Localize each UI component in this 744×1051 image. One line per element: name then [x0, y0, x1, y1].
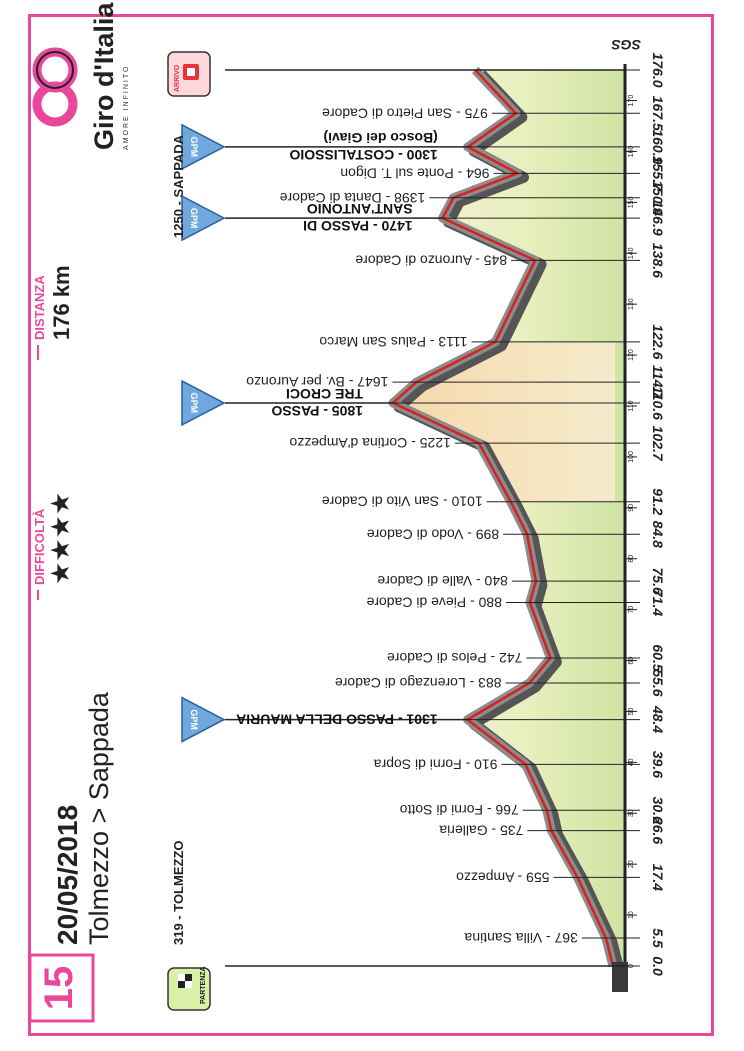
scale-tick-label: 50 — [628, 707, 635, 715]
stage-number: 15 — [37, 966, 81, 1011]
km-marker-label: 138.6 — [650, 243, 666, 278]
brand-name: Giro d'Italia — [89, 2, 119, 150]
climb-label-line1: 1470 - PASSO DI — [303, 218, 412, 234]
km-marker-label: 150.9 — [650, 180, 666, 215]
place-label: 735 - Galleria — [439, 823, 523, 839]
km-marker-label: 110.6 — [650, 386, 666, 420]
place-label: 1647 - Bv. per Auronzo — [246, 374, 388, 390]
finish-town-label: 1250 - SAPPADA — [171, 134, 186, 238]
scale-tick-label: 140 — [628, 247, 635, 259]
climb-label-line2: (Bosco dei Giavi) — [323, 130, 437, 146]
gpm-flag-icon — [181, 194, 226, 242]
km-marker-label: 146.9 — [650, 201, 666, 236]
difficulty-label: DIFFICOLTÀ — [32, 508, 47, 585]
place-label: 883 - Lorenzago di Cadore — [335, 675, 502, 691]
place-label: 1398 - Danta di Cadore — [280, 190, 426, 206]
km-marker-label: 114.7 — [650, 365, 666, 400]
place-label: 899 - Vodo di Cadore — [367, 526, 500, 542]
stage-route: Tolmezzo > Sappada — [84, 691, 114, 945]
gpm-flag-label: GPM — [189, 709, 199, 730]
giro-logo-icon — [32, 47, 78, 127]
km-marker-label: 160.9 — [650, 129, 666, 164]
scale-tick-label: 120 — [628, 349, 635, 361]
gpm-flag-icon — [181, 123, 226, 171]
sgs-watermark: SGS — [611, 37, 641, 53]
km-marker-label: 155.7 — [650, 156, 666, 192]
km-marker-label: 5.5 — [650, 928, 666, 948]
climb-label-line1: 1805 - PASSO — [271, 403, 363, 419]
distance-label: DISTANZA — [32, 275, 47, 340]
place-label: 559 - Ampezzo — [456, 869, 550, 885]
finish-badge: ARRIVO — [167, 51, 211, 97]
km-marker-label: 102.7 — [650, 426, 666, 462]
place-label: 1010 - San Vito di Cadore — [322, 494, 483, 510]
place-label: 910 - Forni di Sopra — [374, 756, 498, 772]
place-label: 840 - Valle di Cadore — [377, 573, 508, 589]
km-marker-label: 17.4 — [650, 864, 666, 891]
profile-fill — [393, 70, 625, 966]
climb-label-line2: SANT'ANTONIO — [307, 201, 413, 217]
start-town-label: 319 - TOLMEZZO — [171, 841, 186, 946]
scale-tick-label: 150 — [628, 196, 635, 208]
scale-tick-label: 10 — [628, 911, 635, 919]
start-badge-label: PARTENZA — [200, 966, 207, 1004]
scale-tick-label: 80 — [628, 555, 635, 563]
scale-tick-label: 110 — [628, 400, 635, 411]
gpm-flag-label: GPM — [189, 137, 199, 158]
place-label: 1225 - Cortina d'Ampezzo — [289, 435, 451, 451]
km-marker-label: 71.4 — [650, 589, 666, 616]
km-marker-label: 60.5 — [650, 644, 666, 671]
brand-tagline: AMORE INFINITO — [123, 65, 130, 150]
profile-line — [391, 69, 615, 967]
gpm-flag-icon — [181, 696, 226, 743]
scale-tick-label: 170 — [628, 95, 635, 107]
profile-frame — [28, 14, 714, 1036]
scale-tick-label: 40 — [628, 758, 635, 766]
climb-label-line1: 1301 - PASSO DELLA MAURIA — [236, 712, 437, 728]
scale-tick-label: 60 — [628, 657, 635, 665]
km-marker-label: 48.4 — [650, 705, 666, 733]
start-block — [612, 962, 628, 992]
place-label: 1113 - Palus San Marco — [319, 334, 467, 350]
km-marker-label: 91.2 — [650, 488, 666, 515]
km-marker-label: 26.6 — [650, 816, 666, 844]
stage-number-box: 15 — [28, 953, 95, 1023]
km-marker-label: 30.6 — [650, 797, 666, 824]
place-label: 367 - Villa Santina — [464, 930, 578, 946]
km-marker-label: 0.0 — [650, 956, 666, 976]
climb-label-line1: 1300 - COSTALISSOIO — [289, 147, 437, 163]
scale-tick-label: 20 — [628, 860, 635, 868]
place-label: 766 - Forni di Sotto — [400, 802, 519, 818]
start-badge: PARTENZA — [167, 966, 211, 1011]
km-marker-label: 39.6 — [650, 751, 666, 778]
scale-tick-label: 70 — [628, 606, 635, 614]
km-axis: 0102030405060708090100110120130140150160… — [393, 52, 666, 992]
scale-tick-label: 160 — [628, 146, 635, 158]
gpm-flag-label: GPM — [189, 208, 199, 229]
km-marker-label: 84.8 — [650, 521, 666, 548]
km-marker-label: 55.6 — [650, 669, 666, 696]
difficulty-stars: ★★★★ — [45, 492, 75, 585]
gpm-flag-icon — [181, 379, 226, 427]
place-label: 880 - Pieve di Cadore — [366, 595, 502, 611]
scale-tick-label: 100 — [628, 451, 635, 463]
place-label: 975 - San Pietro di Cadore — [322, 105, 488, 121]
finish-badge-label: ARRIVO — [174, 64, 181, 92]
distance-value: 176 km — [49, 265, 74, 340]
km-marker-label: 176.0 — [650, 52, 666, 87]
climb-label-line2: TRE CROCI — [286, 386, 363, 402]
stage-date: 20/05/2018 — [52, 805, 83, 945]
place-label: 742 - Pelos di Cadore — [387, 650, 523, 666]
place-label: 964 - Ponte sul T. Digon — [340, 165, 489, 181]
place-labels: 367 - Villa Santina 559 - Ampezzo 735 - Ga… — [181, 69, 625, 967]
place-label: 845 - Auronzo di Cadore — [355, 252, 507, 268]
gpm-flag-label: GPM — [189, 393, 199, 414]
scale-tick-label: 30 — [628, 809, 635, 817]
km-marker-label: 167.5 — [650, 96, 666, 131]
km-marker-label: 122.6 — [650, 324, 666, 359]
km-marker-label: 75.6 — [650, 568, 666, 595]
scale-tick-label: 90 — [628, 504, 635, 512]
scale-tick-label: 130 — [628, 298, 635, 310]
